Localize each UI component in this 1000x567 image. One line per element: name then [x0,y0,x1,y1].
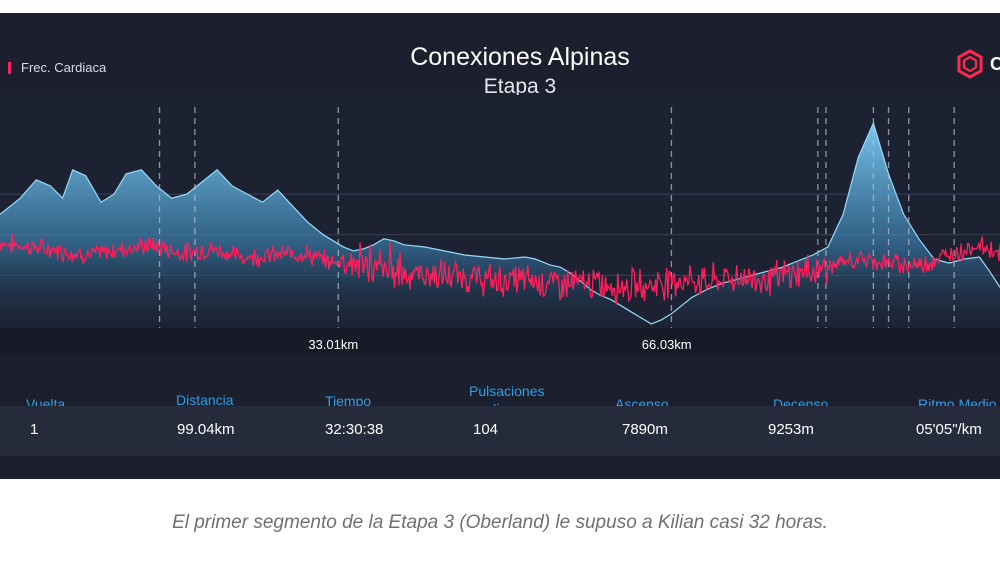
legend-label: Frec. Cardiaca [21,60,107,75]
header-pulsaciones: Pulsaciones [469,383,545,399]
table-row: 1 99.04km 32:30:38 104 7890m 9253m 05'05… [0,406,1000,456]
cell-ascenso: 7890m [622,421,668,438]
cell-vuelta: 1 [30,421,39,438]
cell-pulsaciones: 104 [473,421,499,438]
heart-rate-line [0,234,1000,306]
cell-decenso: 9253m [768,421,814,438]
legend-swatch [8,61,11,74]
elevation-heart-rate-chart: 33.01km 66.03km [0,95,1000,360]
elevation-line [0,121,1000,325]
image-caption: El primer segmento de la Etapa 3 (Oberla… [172,512,828,533]
chart-subtitle: Etapa 3 [483,75,557,98]
cell-distancia: 99.04km [177,421,235,438]
chart-title: Conexiones Alpinas [410,43,630,71]
lap-markers [158,107,955,328]
hexagon-logo-icon [957,49,983,79]
logo-text: C [990,53,1000,74]
x-tick-label: 66.03km [642,337,692,352]
brand-logo: C [956,49,1000,79]
cell-tiempo: 32:30:38 [325,421,384,438]
cell-ritmo: 05'05"/km [916,421,982,438]
header-tiempo: Tiempo [325,393,372,409]
x-tick-label: 33.01km [308,337,358,352]
x-axis-band [0,328,1000,360]
chart-panel: Frec. Cardiaca Conexiones Alpinas Etapa … [0,13,1000,479]
legend: Frec. Cardiaca [8,60,106,75]
header-distancia: Distancia [176,392,234,408]
